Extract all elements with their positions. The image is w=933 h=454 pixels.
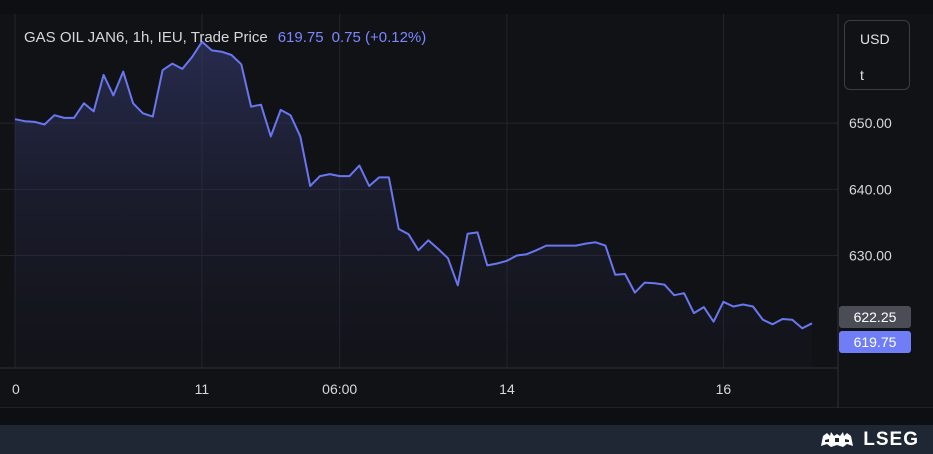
y-tick-label: 650.00 bbox=[849, 115, 892, 131]
unit-label[interactable]: t bbox=[860, 67, 864, 83]
time-axis[interactable]: 0 11 06:00 14 16 bbox=[12, 381, 731, 397]
price-line bbox=[14, 40, 813, 330]
price-chart[interactable]: 630.00 640.00 650.00 0 11 06:00 14 16 622.25 6… bbox=[0, 14, 933, 408]
logo-wordmark: LSEG bbox=[863, 429, 919, 450]
last-price-badge-bg bbox=[839, 331, 911, 353]
x-tick-label: 0 bbox=[12, 381, 20, 397]
reference-price-badge: 622.25 bbox=[839, 306, 911, 328]
lion-crest-icon bbox=[821, 432, 854, 447]
x-tick-label: 06:00 bbox=[322, 381, 357, 397]
last-price-badge: 619.75 bbox=[839, 331, 911, 353]
currency-label[interactable]: USD bbox=[860, 31, 890, 47]
instrument-title: GAS OIL JAN6, 1h, IEU, Trade Price bbox=[24, 29, 268, 46]
lseg-logo: LSEG bbox=[817, 429, 919, 451]
x-tick-label: 16 bbox=[716, 381, 732, 397]
price-area-fill bbox=[15, 41, 812, 369]
chart-legend: GAS OIL JAN6, 1h, IEU, Trade Price 619.75… bbox=[24, 29, 426, 46]
y-tick-label: 640.00 bbox=[849, 181, 892, 197]
currency-unit-selector[interactable]: USD t bbox=[844, 20, 910, 90]
x-tick-label: 11 bbox=[195, 381, 210, 397]
y-tick-label: 630.00 bbox=[849, 248, 892, 264]
chart-panel[interactable]: 630.00 640.00 650.00 0 11 06:00 14 16 622.25 6… bbox=[0, 14, 933, 408]
reference-price-label: 622.25 bbox=[854, 309, 897, 325]
last-price-label: 619.75 bbox=[854, 334, 897, 350]
last-price-value: 619.75 bbox=[277, 29, 324, 46]
price-axis[interactable]: 630.00 640.00 650.00 bbox=[849, 115, 892, 263]
x-tick-label: 14 bbox=[499, 381, 515, 397]
reference-price-badge-bg bbox=[839, 306, 911, 328]
footer-bar: LSEG bbox=[0, 425, 933, 454]
price-change-value: 0.75 (+0.12%) bbox=[331, 29, 427, 46]
